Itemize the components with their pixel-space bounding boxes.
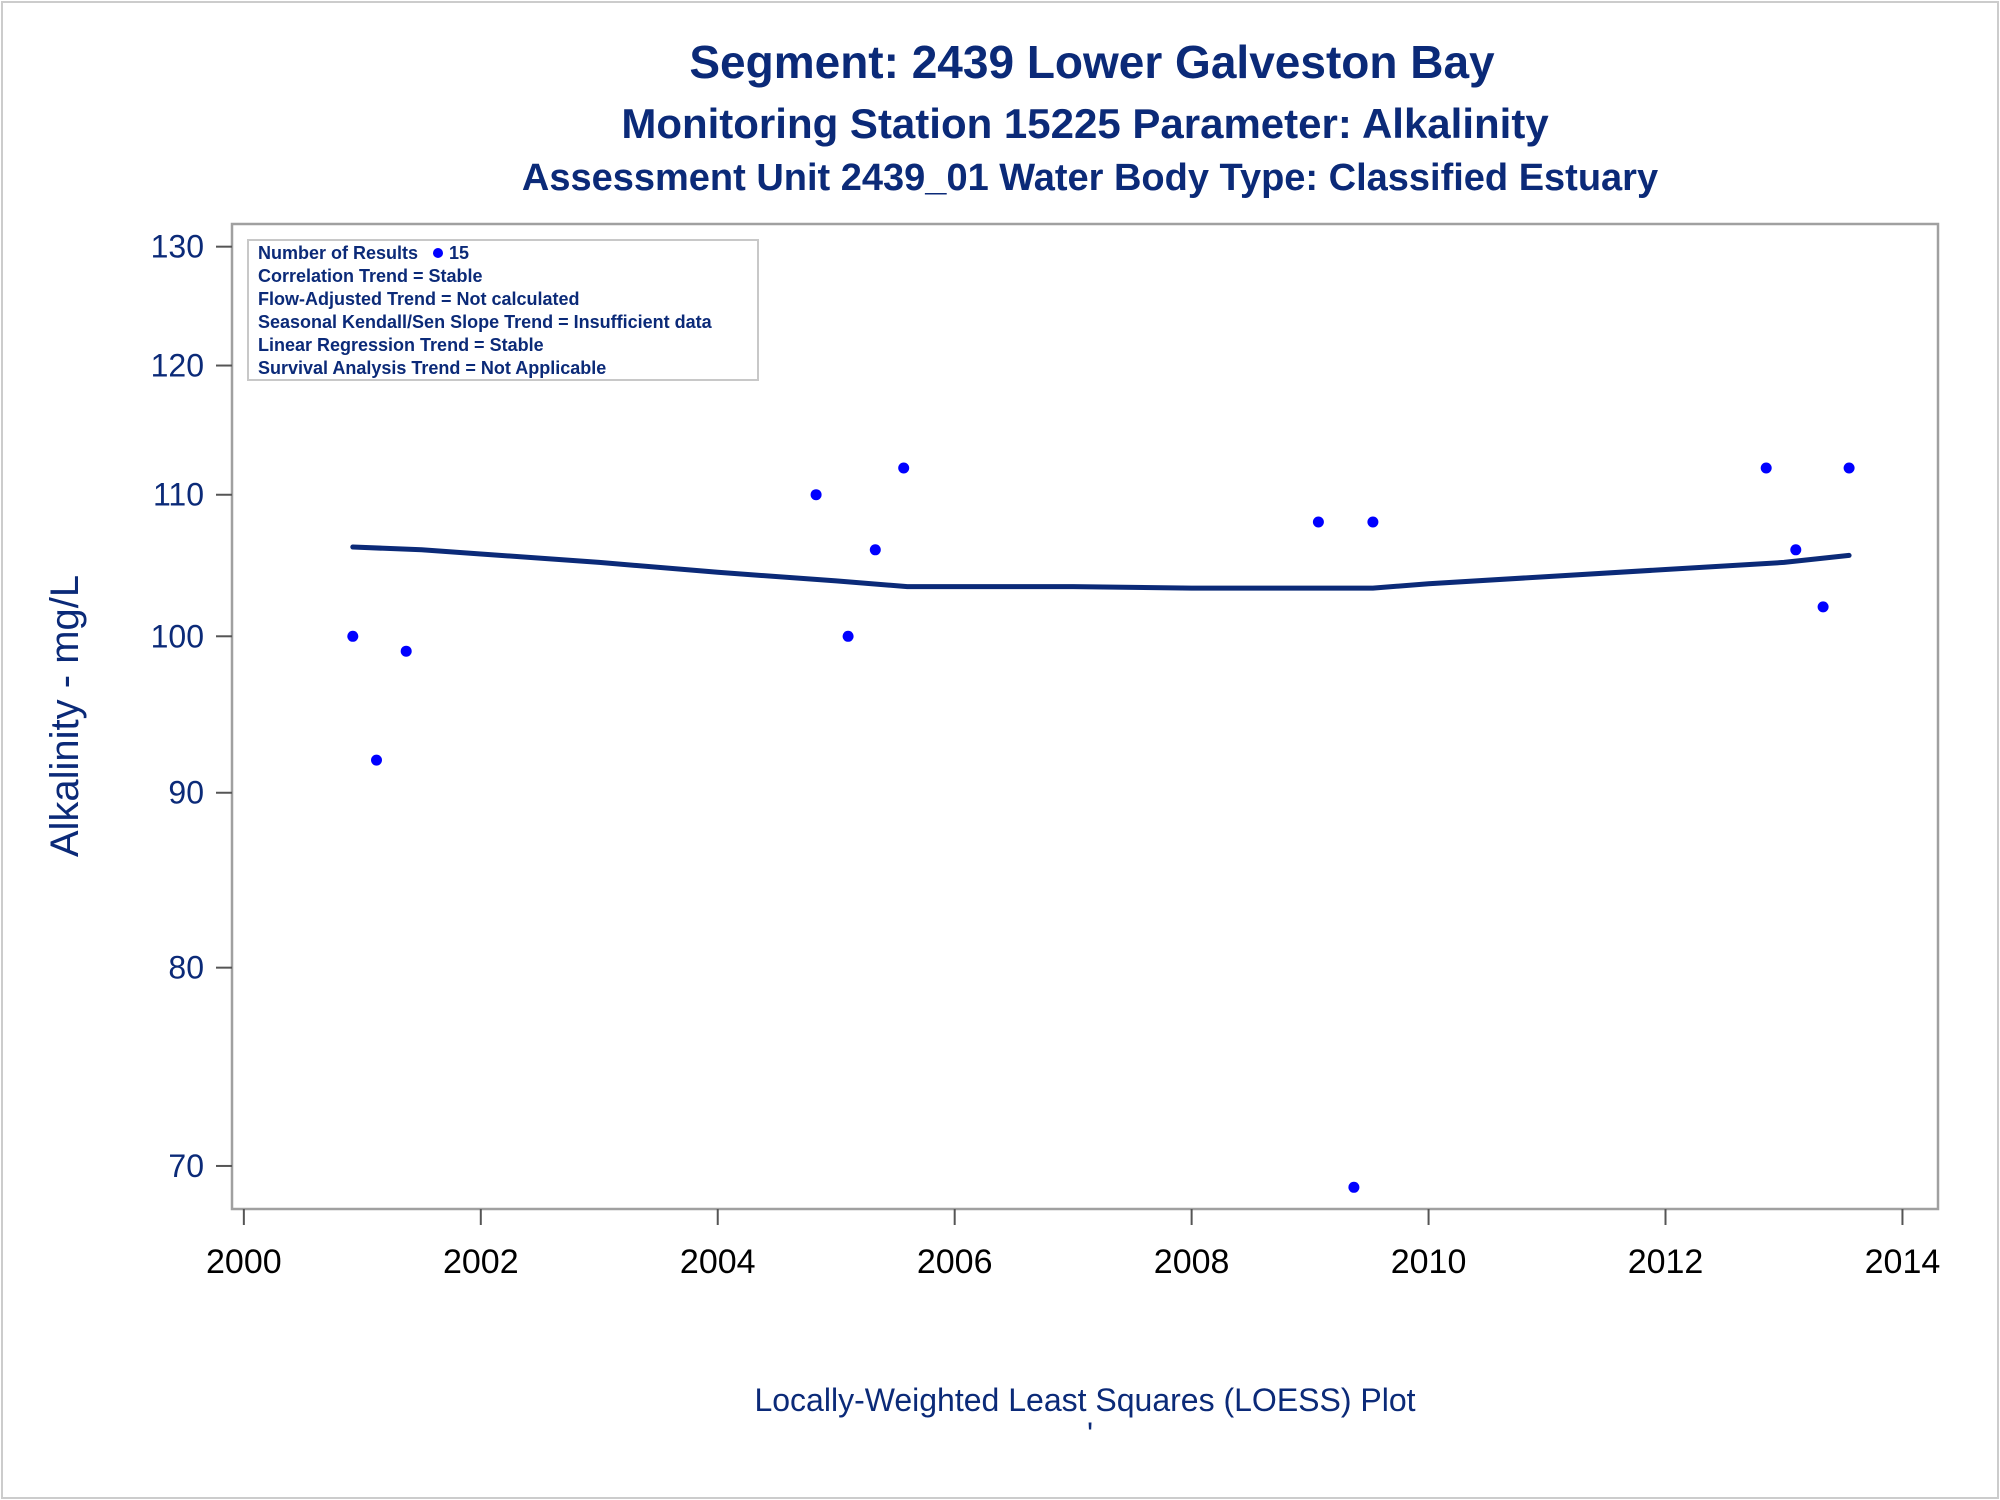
x-tick-label: 2012 bbox=[1628, 1243, 1704, 1281]
loess-layer bbox=[350, 544, 1852, 591]
data-point bbox=[400, 645, 412, 657]
x-tick-label: 2002 bbox=[443, 1243, 519, 1281]
data-point bbox=[1760, 462, 1772, 474]
x-tick-label: 2000 bbox=[206, 1243, 282, 1281]
y-tick-label: 100 bbox=[151, 618, 204, 654]
data-point bbox=[1790, 544, 1802, 556]
legend-seasonal-kendall-trend: Seasonal Kendall/Sen Slope Trend = Insuf… bbox=[258, 312, 713, 332]
x-tick-label: 2010 bbox=[1391, 1243, 1467, 1281]
legend-results-label: Number of Results bbox=[258, 243, 418, 263]
points-layer bbox=[347, 462, 1855, 1193]
legend-survival-analysis-trend: Survival Analysis Trend = Not Applicable bbox=[258, 358, 606, 378]
y-tick-label: 120 bbox=[151, 348, 204, 384]
data-point bbox=[869, 544, 881, 556]
x-tick-label: 2006 bbox=[917, 1243, 993, 1281]
chart-subtitle-2: Assessment Unit 2439_01 Water Body Type:… bbox=[522, 157, 1658, 199]
x-axis: 2000 2002 2004 2006 2008 2010 2012 2014 bbox=[206, 1209, 1940, 1281]
data-point bbox=[842, 630, 854, 642]
footnote-mark: ' bbox=[1087, 1416, 1093, 1452]
x-tick-label: 2014 bbox=[1865, 1243, 1941, 1281]
data-point bbox=[1843, 462, 1855, 474]
legend-flow-adjusted-trend: Flow-Adjusted Trend = Not calculated bbox=[258, 289, 580, 309]
plot-frame bbox=[230, 222, 1940, 1211]
legend-results-count: 15 bbox=[449, 243, 469, 263]
data-point bbox=[1367, 516, 1379, 528]
y-tick-label: 70 bbox=[168, 1148, 204, 1184]
data-point bbox=[1817, 601, 1829, 613]
chart-footnote: Locally-Weighted Least Squares (LOESS) P… bbox=[754, 1382, 1415, 1418]
data-point bbox=[898, 462, 910, 474]
data-point bbox=[1312, 516, 1324, 528]
y-tick-label: 90 bbox=[168, 775, 204, 811]
y-tick-label: 80 bbox=[168, 950, 204, 986]
chart-subtitle-1: Monitoring Station 15225 Parameter: Alka… bbox=[621, 100, 1549, 147]
y-axis: 70 80 90 100 110 120 130 bbox=[151, 229, 232, 1184]
data-point bbox=[1348, 1181, 1360, 1193]
x-tick-label: 2004 bbox=[680, 1243, 756, 1281]
data-point bbox=[347, 630, 359, 642]
stats-legend: Number of Results 15 Correlation Trend =… bbox=[247, 239, 759, 381]
chart-title: Segment: 2439 Lower Galveston Bay bbox=[689, 36, 1495, 88]
legend-box bbox=[247, 239, 759, 381]
y-tick-label: 110 bbox=[153, 477, 204, 513]
legend-linear-regression-trend: Linear Regression Trend = Stable bbox=[258, 335, 544, 355]
loess-line bbox=[350, 544, 1852, 591]
data-point bbox=[810, 489, 822, 501]
legend-marker bbox=[433, 248, 443, 258]
y-tick-label: 130 bbox=[151, 229, 204, 265]
x-tick-label: 2008 bbox=[1154, 1243, 1230, 1281]
data-point bbox=[371, 754, 382, 766]
legend-correlation-trend: Correlation Trend = Stable bbox=[258, 266, 483, 286]
y-axis-label: Alkalinity - mg/L bbox=[43, 575, 87, 857]
